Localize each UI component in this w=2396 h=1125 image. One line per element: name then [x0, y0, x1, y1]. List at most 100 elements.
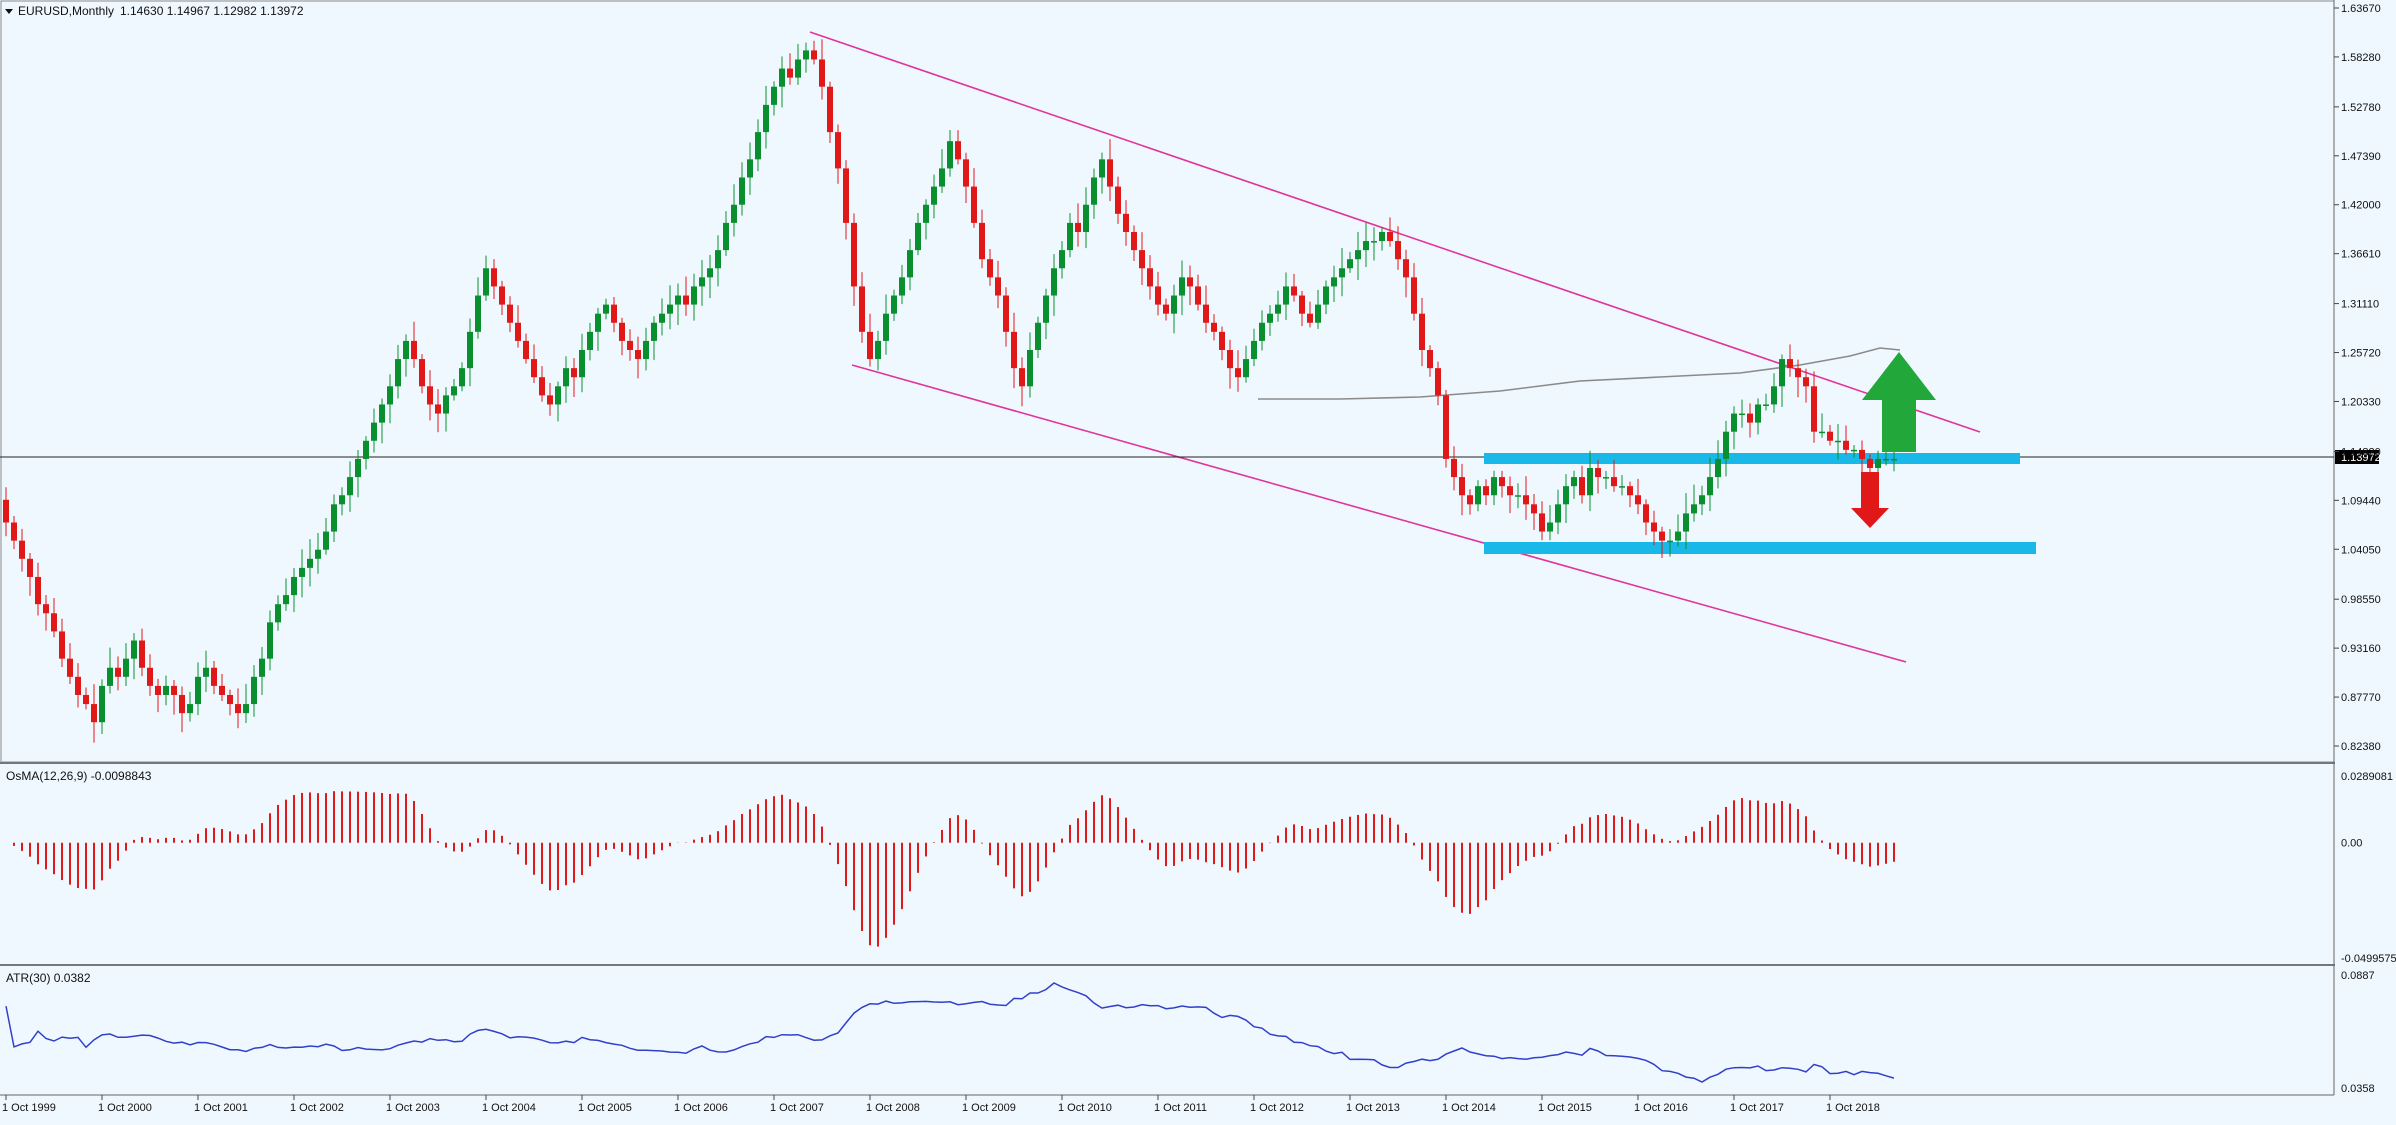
candle-body[interactable]	[955, 141, 961, 160]
candle-body[interactable]	[595, 313, 601, 332]
candle-body[interactable]	[1875, 458, 1881, 469]
candle-body[interactable]	[611, 304, 617, 323]
candle-body[interactable]	[635, 349, 641, 360]
candle-body[interactable]	[347, 477, 353, 496]
candle-body[interactable]	[1035, 322, 1041, 350]
candle-body[interactable]	[963, 159, 969, 187]
candle-body[interactable]	[1691, 504, 1697, 514]
candle-body[interactable]	[1843, 440, 1849, 450]
candle-body[interactable]	[411, 340, 417, 360]
candle-body[interactable]	[395, 359, 401, 387]
candle-body[interactable]	[1763, 404, 1769, 406]
candle-body[interactable]	[187, 704, 193, 714]
candle-body[interactable]	[1795, 368, 1801, 378]
candle-body[interactable]	[1483, 486, 1489, 496]
candle-body[interactable]	[1731, 413, 1737, 432]
candle-body[interactable]	[939, 168, 945, 187]
candle-body[interactable]	[699, 277, 705, 287]
candle-body[interactable]	[1299, 295, 1305, 314]
candle-body[interactable]	[1747, 413, 1753, 423]
candle-body[interactable]	[371, 422, 377, 441]
candle-body[interactable]	[451, 386, 457, 396]
candle-body[interactable]	[35, 576, 41, 605]
candle-body[interactable]	[243, 704, 249, 714]
candle-body[interactable]	[539, 377, 545, 396]
candle-body[interactable]	[1563, 486, 1569, 505]
candle-body[interactable]	[1003, 295, 1009, 332]
candle-body[interactable]	[1315, 304, 1321, 323]
candle-body[interactable]	[715, 250, 721, 269]
candle-body[interactable]	[691, 286, 697, 305]
candle-body[interactable]	[1203, 304, 1209, 323]
candle-body[interactable]	[1755, 404, 1761, 423]
candle-body[interactable]	[43, 604, 49, 614]
candle-body[interactable]	[739, 177, 745, 205]
candle-body[interactable]	[1539, 513, 1545, 532]
candle-body[interactable]	[1595, 468, 1601, 478]
candle-body[interactable]	[731, 204, 737, 223]
candle-body[interactable]	[1851, 449, 1857, 452]
candle-body[interactable]	[131, 640, 137, 659]
candle-body[interactable]	[1819, 431, 1825, 434]
candle-body[interactable]	[1083, 204, 1089, 232]
candle-body[interactable]	[1715, 458, 1721, 478]
candle-body[interactable]	[603, 304, 609, 314]
candle-body[interactable]	[1723, 431, 1729, 459]
candle-body[interactable]	[971, 186, 977, 223]
candle-body[interactable]	[115, 667, 121, 677]
candle-body[interactable]	[1451, 458, 1457, 478]
candle-body[interactable]	[1115, 186, 1121, 214]
candle-body[interactable]	[915, 222, 921, 251]
candle-body[interactable]	[723, 222, 729, 251]
candle-body[interactable]	[1091, 177, 1097, 205]
candle-body[interactable]	[1291, 286, 1297, 296]
candle-body[interactable]	[1099, 159, 1105, 178]
candle-body[interactable]	[1627, 486, 1633, 496]
candle-body[interactable]	[443, 395, 449, 414]
candle-body[interactable]	[1635, 495, 1641, 505]
candle-body[interactable]	[1123, 213, 1129, 232]
candle-body[interactable]	[491, 268, 497, 287]
candle-body[interactable]	[1667, 540, 1673, 543]
candle-body[interactable]	[835, 132, 841, 169]
candle-body[interactable]	[251, 676, 257, 705]
candle-body[interactable]	[235, 704, 241, 714]
candle-body[interactable]	[1171, 295, 1177, 314]
candle-body[interactable]	[683, 295, 689, 305]
candle-body[interactable]	[379, 404, 385, 423]
candle-body[interactable]	[1019, 368, 1025, 387]
candle-body[interactable]	[1867, 458, 1873, 469]
candle-body[interactable]	[707, 268, 713, 278]
candle-body[interactable]	[859, 286, 865, 332]
candle-body[interactable]	[403, 340, 409, 360]
candle-body[interactable]	[59, 631, 65, 659]
candle-body[interactable]	[1051, 268, 1057, 296]
candle-body[interactable]	[275, 604, 281, 623]
candle-body[interactable]	[1467, 495, 1473, 505]
candle-body[interactable]	[819, 59, 825, 87]
candle-body[interactable]	[1211, 322, 1217, 332]
candle-body[interactable]	[283, 595, 289, 605]
candle-body[interactable]	[1611, 477, 1617, 487]
candle-body[interactable]	[1387, 231, 1393, 242]
candle-body[interactable]	[1355, 250, 1361, 260]
candle-body[interactable]	[419, 359, 425, 387]
candle-body[interactable]	[531, 359, 537, 378]
candle-body[interactable]	[995, 277, 1001, 296]
candle-body[interactable]	[779, 68, 785, 87]
candle-body[interactable]	[1859, 449, 1865, 459]
candle-body[interactable]	[803, 50, 809, 60]
candle-body[interactable]	[1491, 477, 1497, 496]
candle-body[interactable]	[1011, 331, 1017, 369]
candle-body[interactable]	[427, 386, 433, 405]
candle-body[interactable]	[1259, 322, 1265, 341]
candle-body[interactable]	[1531, 504, 1537, 514]
candle-body[interactable]	[843, 168, 849, 223]
candle-body[interactable]	[1323, 286, 1329, 305]
candle-body[interactable]	[555, 386, 561, 405]
candle-body[interactable]	[1683, 513, 1689, 532]
candle-body[interactable]	[579, 349, 585, 378]
candle-body[interactable]	[1147, 268, 1153, 287]
candle-body[interactable]	[1619, 486, 1625, 488]
